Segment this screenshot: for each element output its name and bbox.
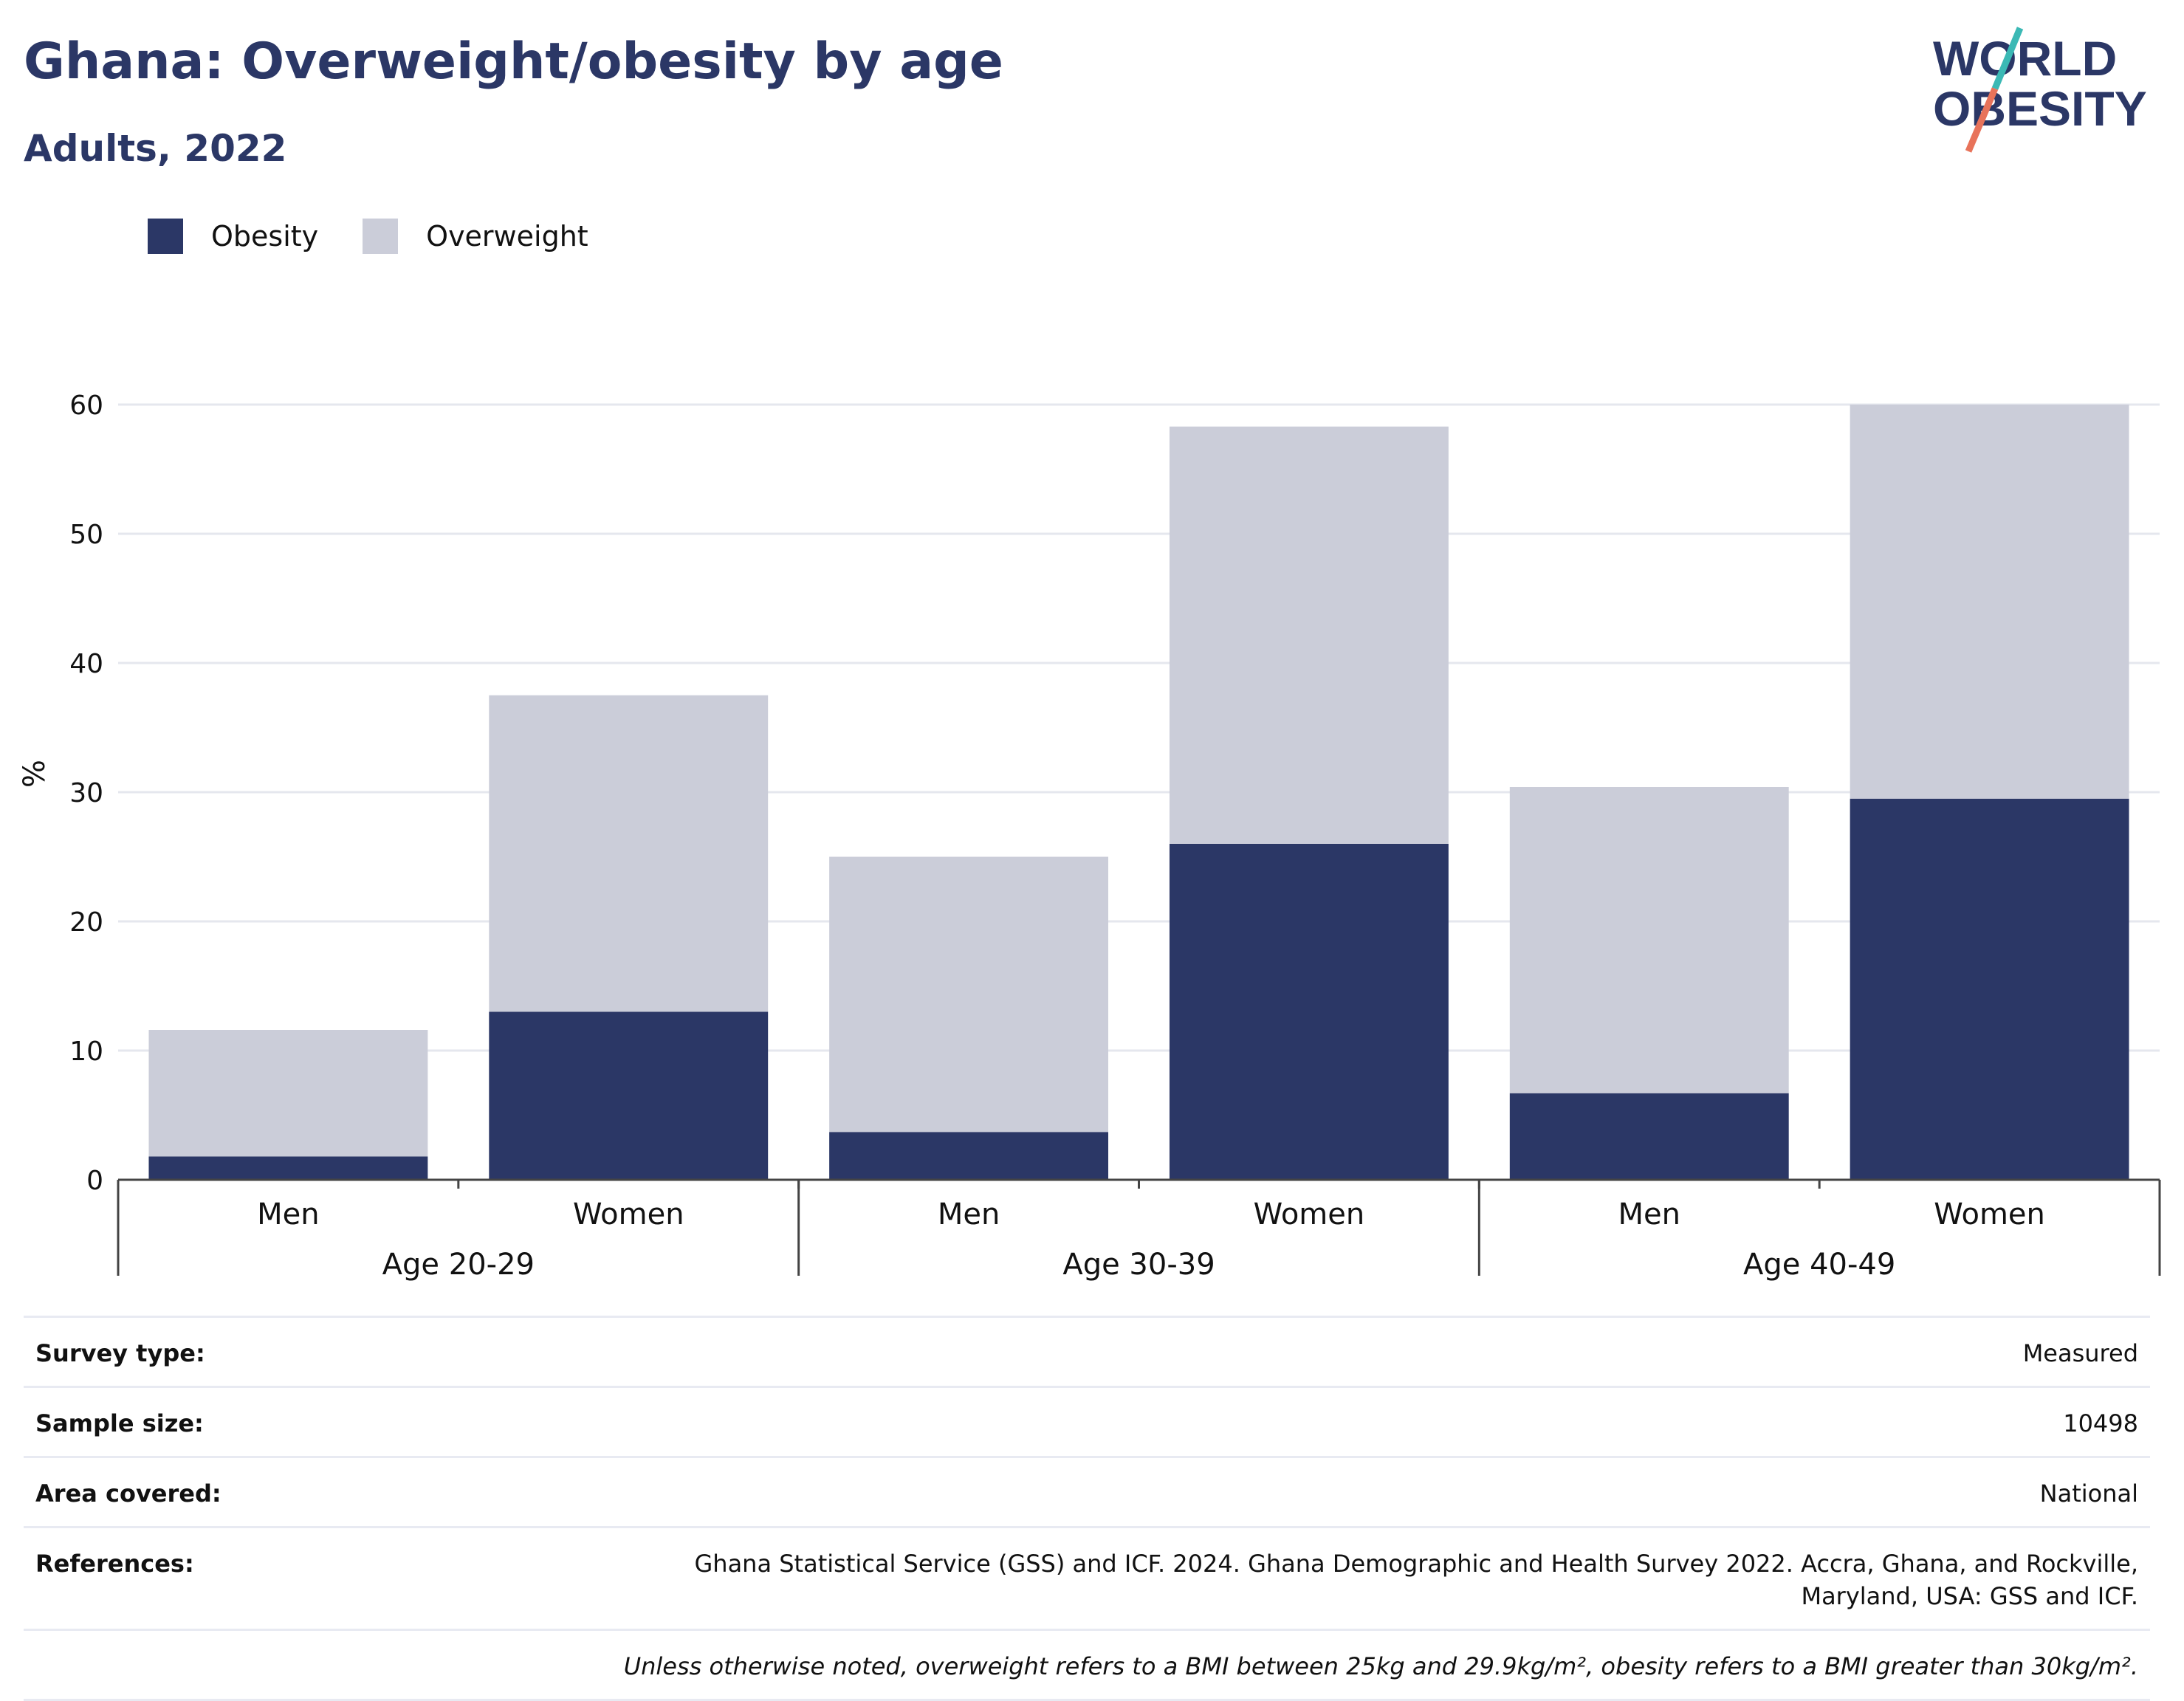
y-tick-label: 40	[69, 649, 103, 679]
x-tick-label: Women	[1254, 1197, 1365, 1231]
info-row-sample-size: Sample size: 10498	[24, 1386, 2150, 1456]
bar-obesity-3	[1169, 844, 1449, 1180]
bar-overweight-2	[829, 856, 1109, 1133]
info-value: Ghana Statistical Service (GSS) and ICF.…	[694, 1550, 2138, 1610]
x-tick-label: Men	[1618, 1197, 1680, 1231]
legend: Obesity Overweight	[148, 219, 633, 254]
legend-label-overweight: Overweight	[426, 220, 588, 252]
legend-label-obesity: Obesity	[211, 220, 319, 252]
page-title: Ghana: Overweight/obesity by age	[24, 32, 1003, 91]
bar-obesity-5	[1850, 798, 2129, 1180]
info-label: Sample size:	[35, 1409, 204, 1437]
info-row-references: References: Ghana Statistical Service (G…	[24, 1526, 2150, 1629]
y-axis-label: %	[18, 760, 52, 788]
legend-item-overweight[interactable]: Overweight	[363, 219, 588, 254]
y-tick-label: 30	[69, 778, 103, 808]
info-value: National	[2039, 1480, 2138, 1508]
legend-item-obesity[interactable]: Obesity	[148, 219, 318, 254]
bar-obesity-2	[829, 1132, 1109, 1180]
bar-overweight-1	[489, 695, 769, 1012]
x-tick-label: Men	[257, 1197, 319, 1231]
world-obesity-logo: WORLD OBESITY	[1933, 27, 2147, 153]
bar-overweight-4	[1509, 787, 1789, 1093]
y-tick-label: 10	[69, 1037, 103, 1067]
bar-obesity-0	[148, 1156, 428, 1180]
x-tick-label: Women	[1934, 1197, 2045, 1231]
x-tick-label: Women	[573, 1197, 684, 1231]
logo-slash-top	[1991, 27, 2024, 90]
info-value: 10498	[2063, 1409, 2138, 1437]
y-tick-label: 60	[69, 391, 103, 421]
info-row-survey-type: Survey type: Measured	[24, 1316, 2150, 1386]
bar-chart: 0 10 20 30 40 50 60% Men Women Men Women Men Women Ag…	[18, 391, 2161, 1282]
group-label: Age 30-39	[1062, 1248, 1215, 1282]
info-label: Area covered:	[35, 1480, 222, 1508]
page-subtitle: Adults, 2022	[24, 127, 287, 170]
bar-overweight-5	[1850, 405, 2129, 799]
y-tick-label: 50	[69, 520, 103, 550]
info-value: Measured	[2022, 1339, 2138, 1367]
info-label: References:	[35, 1550, 194, 1578]
bar-obesity-1	[489, 1011, 769, 1180]
y-tick-label: 20	[69, 907, 103, 938]
bar-overweight-0	[148, 1030, 428, 1157]
bar-overweight-3	[1169, 426, 1449, 844]
survey-info-table: Survey type: Measured Sample size: 10498…	[24, 1316, 2150, 1701]
info-footnote-row: Unless otherwise noted, overweight refer…	[24, 1629, 2150, 1701]
footnote: Unless otherwise noted, overweight refer…	[623, 1652, 2138, 1680]
info-label: Survey type:	[35, 1339, 205, 1367]
bar-obesity-4	[1509, 1093, 1789, 1180]
logo-slash-bottom	[1965, 87, 1999, 153]
logo-line1: WORLD	[1933, 31, 2117, 86]
group-label: Age 20-29	[382, 1248, 535, 1282]
info-row-area-covered: Area covered: National	[24, 1456, 2150, 1526]
logo-line2: OBESITY	[1933, 81, 2147, 136]
group-label: Age 40-49	[1743, 1248, 1895, 1282]
x-tick-label: Men	[938, 1197, 1000, 1231]
legend-swatch-obesity	[148, 219, 183, 254]
legend-swatch-overweight	[363, 219, 399, 254]
y-tick-label: 0	[86, 1166, 103, 1196]
